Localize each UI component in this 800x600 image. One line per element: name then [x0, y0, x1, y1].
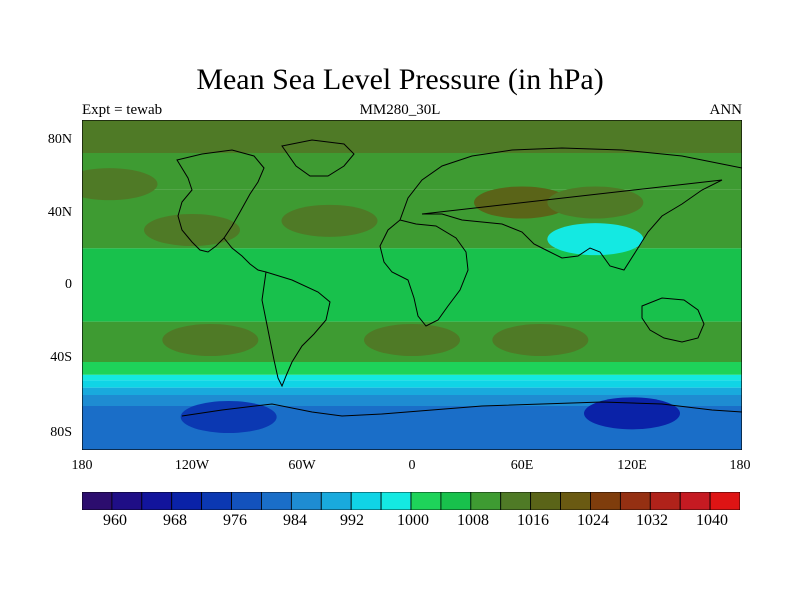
- colorbar-swatch-9: [350, 492, 382, 510]
- colorbar-label-992: 992: [340, 512, 364, 529]
- colorbar-swatch-12: [440, 492, 472, 510]
- pressure-band-8: [82, 387, 742, 395]
- colorbar-swatch-20: [679, 492, 711, 510]
- colorbar-swatch-19: [649, 492, 681, 510]
- colorbar-swatch-14: [500, 492, 532, 510]
- pressure-band-5: [82, 362, 742, 375]
- x-tick-0: 0: [408, 458, 416, 473]
- europe-asia-coast: [399, 147, 742, 271]
- experiment-label: Expt = tewab: [82, 102, 163, 118]
- australia-coast: [641, 297, 705, 343]
- pressure-cell-5: [547, 223, 644, 256]
- x-tick-60w: 60W: [288, 458, 316, 473]
- north-america-coast: [176, 149, 265, 253]
- colorbar-label-1032: 1032: [636, 512, 668, 529]
- colorbar-label-1016: 1016: [517, 512, 549, 529]
- colorbar-swatch-0: [82, 492, 113, 510]
- y-tick-0: 0: [65, 277, 72, 292]
- colorbar-swatch-16: [560, 492, 591, 510]
- colorbar-swatch-8: [320, 492, 352, 510]
- y-tick-80n: 80N: [47, 132, 72, 147]
- pressure-cell-7: [364, 324, 460, 356]
- map-title: Mean Sea Level Pressure (in hPa): [196, 63, 604, 96]
- y-tick-40n: 40N: [47, 205, 72, 220]
- y-tick-40s: 40S: [50, 350, 72, 365]
- x-tick-120e: 120E: [617, 458, 647, 473]
- pressure-band-1: [82, 153, 742, 190]
- colorbar-label-1000: 1000: [397, 512, 429, 529]
- colorbar-label-968: 968: [163, 512, 187, 529]
- antarctica-coast: [181, 401, 742, 417]
- africa-coast: [379, 219, 469, 327]
- x-tick-120w: 120W: [174, 458, 210, 473]
- colorbar-label-1040: 1040: [696, 512, 728, 529]
- colorbar-label-1024: 1024: [577, 512, 609, 529]
- pressure-cell-4: [144, 214, 240, 246]
- pressure-cell-1: [281, 204, 378, 237]
- colorbar-swatch-18: [619, 492, 651, 510]
- colorbar-swatch-7: [290, 492, 322, 510]
- colorbar-swatch-17: [590, 492, 621, 510]
- south-america-coast: [261, 271, 331, 388]
- colorbar-swatch-6: [261, 492, 292, 510]
- pressure-band-3: [82, 248, 742, 322]
- greenland-coast: [281, 139, 355, 177]
- colorbar-label-976: 976: [223, 512, 247, 529]
- colorbar: [82, 492, 740, 510]
- x-tick-60e: 60E: [510, 458, 534, 473]
- colorbar-swatch-21: [709, 492, 740, 510]
- colorbar-label-960: 960: [103, 512, 127, 529]
- colorbar-label-984: 984: [283, 512, 307, 529]
- x-tick-180e: 180: [729, 458, 751, 473]
- central-america-coast: [223, 237, 267, 273]
- colorbar-swatch-1: [111, 492, 143, 510]
- contour-fill-layer: [82, 120, 742, 450]
- pressure-band-0: [82, 120, 742, 153]
- pressure-cell-6: [162, 324, 259, 356]
- season-label: ANN: [709, 102, 743, 118]
- model-label: MM280_30L: [359, 102, 441, 118]
- colorbar-swatch-2: [141, 492, 173, 510]
- x-tick-180w: 180: [71, 458, 93, 473]
- pressure-band-9: [82, 395, 742, 406]
- colorbar-swatch-10: [380, 492, 412, 510]
- colorbar-swatch-13: [470, 492, 502, 510]
- pressure-cell-0: [82, 168, 158, 201]
- colorbar-swatch-11: [410, 492, 442, 510]
- y-tick-80s: 80S: [50, 425, 72, 440]
- pressure-band-6: [82, 374, 742, 381]
- colorbar-label-1008: 1008: [457, 512, 489, 529]
- colorbar-swatch-5: [231, 492, 262, 510]
- colorbar-swatch-15: [530, 492, 561, 510]
- pressure-cell-8: [492, 324, 589, 356]
- colorbar-swatch-4: [201, 492, 232, 510]
- pressure-band-7: [82, 380, 742, 388]
- pressure-cell-10: [180, 401, 277, 433]
- pressure-cell-3: [547, 186, 644, 219]
- coastlines: [176, 139, 742, 417]
- pressure-cell-9: [584, 397, 680, 430]
- pressure-map: [82, 120, 742, 450]
- colorbar-swatch-3: [171, 492, 203, 510]
